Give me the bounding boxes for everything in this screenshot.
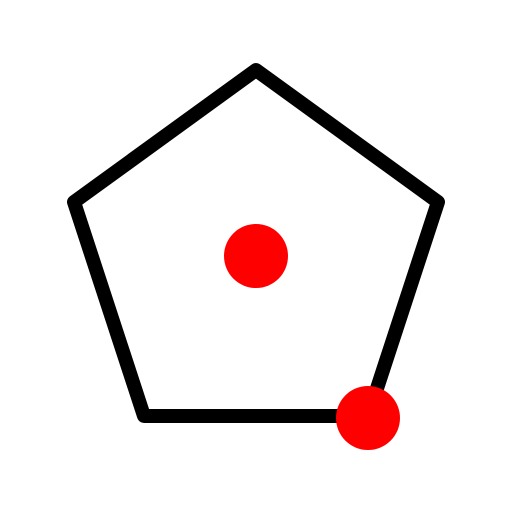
- pentagon-outline: [67, 63, 445, 423]
- center-point-marker: [224, 224, 288, 288]
- vertex-point-marker: [336, 386, 400, 450]
